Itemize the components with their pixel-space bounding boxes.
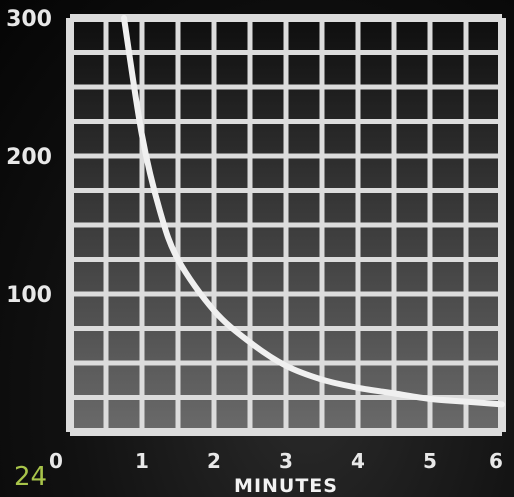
x-axis-label: MINUTES: [234, 475, 338, 497]
y-tick-label: 300: [6, 7, 52, 32]
y-tick-label: 100: [6, 283, 52, 308]
decay-curve: [121, 15, 505, 408]
x-tick-label: 0: [49, 449, 63, 473]
x-tick-label: 3: [279, 449, 293, 473]
x-tick-label: 4: [351, 449, 365, 473]
x-tick-label: 1: [135, 449, 149, 473]
x-tick-label: 6: [489, 449, 503, 473]
x-tick-label: 2: [207, 449, 221, 473]
x-tick-label: 5: [423, 449, 437, 473]
x-axis-ticks: 0 1 2 3 4 5 6: [49, 449, 503, 473]
page-number: 24: [14, 462, 48, 492]
grid: [66, 14, 506, 436]
y-axis-ticks: 100 200 300: [6, 7, 52, 308]
y-tick-label: 200: [6, 145, 52, 170]
